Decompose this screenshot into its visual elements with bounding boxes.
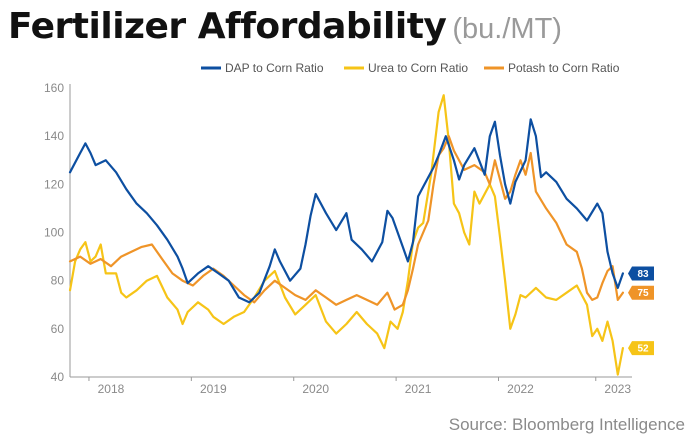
end-label-value: 75 — [637, 288, 649, 299]
chart-unit: (bu./MT) — [452, 13, 562, 45]
y-tick-label: 120 — [44, 177, 64, 191]
y-tick-label: 140 — [44, 129, 64, 143]
chart-title: Fertilizer Affordability — [8, 6, 447, 47]
end-label-potash: 75 — [628, 285, 654, 300]
x-tick-label: 2020 — [302, 382, 329, 396]
end-label-box — [628, 341, 654, 356]
end-label-box — [628, 285, 654, 300]
source-note: Source: Bloomberg Intelligence — [448, 415, 685, 434]
y-tick-label: 40 — [51, 370, 65, 384]
x-tick-label: 2021 — [405, 382, 432, 396]
y-tick-label: 100 — [44, 226, 64, 240]
y-tick-label: 80 — [51, 274, 65, 288]
legend-label-urea: Urea to Corn Ratio — [368, 61, 468, 75]
x-tick-label: 2018 — [98, 382, 125, 396]
end-label-dap: 83 — [628, 266, 654, 281]
chart-title-row: Fertilizer Affordability (bu./MT) — [8, 6, 562, 47]
x-tick-label: 2019 — [200, 382, 227, 396]
end-label-box — [628, 266, 654, 281]
legend-label-dap: DAP to Corn Ratio — [225, 61, 324, 75]
series-line-dap — [68, 118, 624, 304]
end-label-value: 52 — [637, 344, 649, 355]
y-tick-label: 60 — [51, 322, 65, 336]
series-line-urea — [68, 94, 624, 376]
x-tick-label: 2023 — [604, 382, 631, 396]
end-label-value: 83 — [637, 269, 649, 280]
series-line-potash — [68, 135, 624, 311]
x-tick-label: 2022 — [507, 382, 534, 396]
end-label-urea: 52 — [628, 341, 654, 356]
legend-label-potash: Potash to Corn Ratio — [508, 61, 620, 75]
y-tick-label: 160 — [44, 81, 64, 95]
